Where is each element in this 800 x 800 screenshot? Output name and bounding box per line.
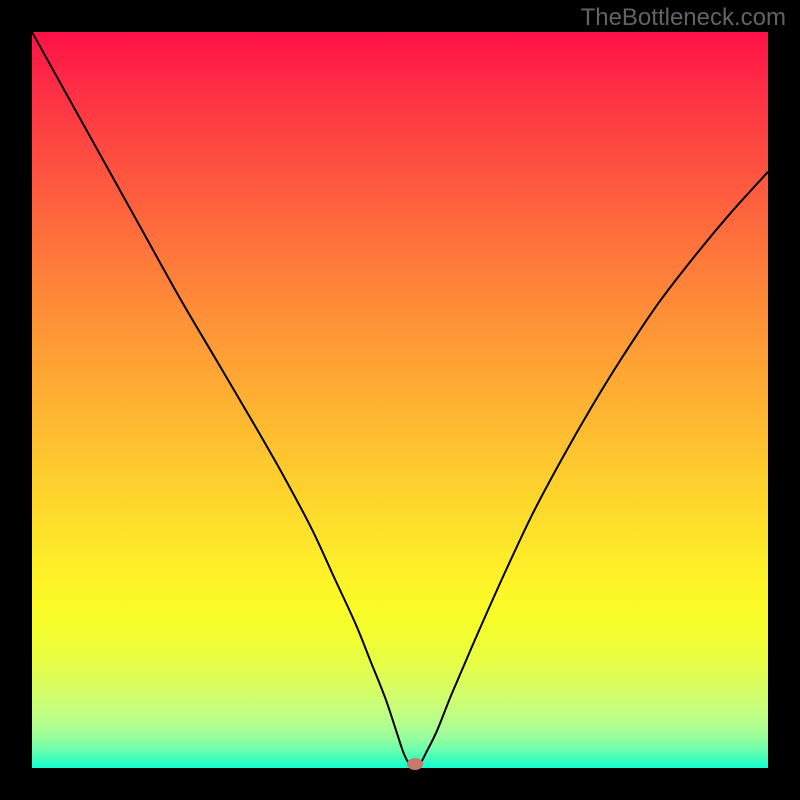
watermark-text: TheBottleneck.com — [581, 4, 786, 32]
plot-area — [32, 32, 768, 768]
chart-container: TheBottleneck.com — [0, 0, 800, 800]
bottleneck-curve — [32, 32, 768, 768]
optimal-point-marker — [407, 758, 423, 770]
